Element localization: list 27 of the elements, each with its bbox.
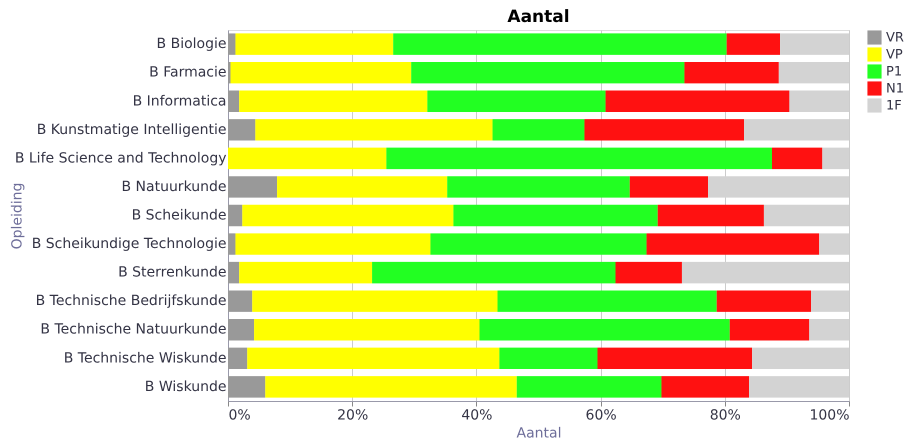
y-tick-label: B Farmacie — [149, 64, 226, 81]
legend-label: VP — [886, 48, 903, 62]
y-tick-label: B Technische Wiskunde — [64, 350, 226, 366]
y-tick-label: B Scheikunde — [132, 208, 226, 224]
y-tick-label: B Natuurkunde — [121, 178, 226, 195]
y-axis-title: Opleiding — [10, 182, 26, 250]
x-tick-label: 0% — [228, 408, 251, 424]
y-tick-label: B Technische Bedrijfskunde — [36, 293, 226, 310]
x-tick-label: 40% — [461, 408, 492, 424]
legend-label: N1 — [886, 82, 904, 96]
y-tick-label: B Technische Natuurkunde — [40, 322, 226, 338]
x-tick-label: 100% — [809, 408, 850, 424]
legend-label: P1 — [886, 64, 902, 80]
legend-label: 1F — [886, 98, 902, 114]
y-tick-label: B Kunstmatige Intelligentie — [36, 122, 226, 138]
x-tick-label: 80% — [710, 408, 741, 424]
x-tick-label: 60% — [586, 408, 617, 424]
x-tick-label: 20% — [337, 408, 368, 424]
y-tick-label: B Informatica — [132, 93, 226, 110]
y-tick-label: B Life Science and Technology — [14, 150, 226, 166]
y-tick-label: B Biologie — [156, 36, 226, 52]
chart-title: Aantal — [507, 7, 570, 27]
y-tick-label: B Scheikundige Technologie — [32, 236, 226, 252]
x-axis-title: Aantal — [516, 426, 562, 442]
legend-label: VR — [886, 30, 904, 46]
y-tick-label: B Sterrenkunde — [118, 264, 226, 281]
y-tick-label: B Wiskunde — [144, 378, 226, 395]
